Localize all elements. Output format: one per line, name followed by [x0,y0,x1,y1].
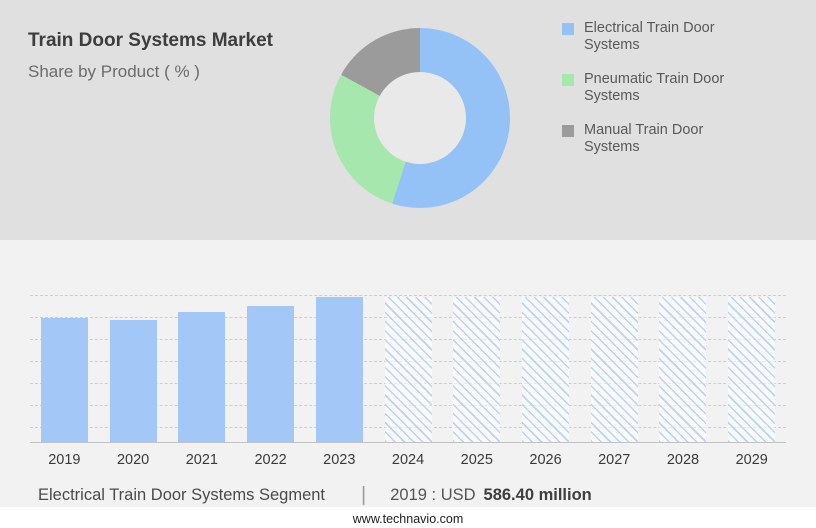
bar-column [580,295,649,442]
header-panel: Train Door Systems Market Share by Produ… [0,0,816,240]
x-axis-label: 2028 [666,452,700,468]
x-axis-label: 2025 [460,452,493,468]
forecast-bar [659,297,707,442]
forecast-bar [384,297,432,442]
bar-column [236,295,305,442]
legend-swatch [562,23,574,35]
history-bar [247,306,295,442]
donut-chart [330,28,510,208]
history-bar [315,297,363,442]
forecast-bar [522,297,569,442]
legend: Electrical Train Door Systems Pneumatic T… [562,0,759,240]
history-bar [178,312,226,442]
x-axis: 2019 2020 2021 2022 2023 2024 2025 2026 2027 2028… [30,443,786,468]
footnote: Electrical Train Door Systems Segment | … [38,484,816,507]
bar-column [305,295,374,442]
x-axis-label: 2023 [323,452,356,468]
x-axis-label: 2019 [48,452,81,468]
title-block: Train Door Systems Market Share by Produ… [0,0,330,240]
x-axis-label: 2029 [735,452,768,468]
legend-item: Manual Train Door Systems [562,122,759,157]
bar-column [717,295,786,442]
x-axis-label: 2020 [116,452,150,468]
legend-item: Electrical Train Door Systems [562,20,759,55]
history-bar [109,320,157,442]
x-axis-label: 2027 [598,452,631,468]
page-title: Train Door Systems Market [28,30,273,51]
bar-column [374,295,443,442]
x-axis-label: 2021 [185,452,218,468]
website-link[interactable]: www.technavio.com [352,512,464,526]
footer: www.technavio.com [0,507,816,528]
legend-label: Pneumatic Train Door Systems [584,70,725,105]
year-label: 2019 : USD [390,486,476,504]
bar-chart-panel: 2019 2020 2021 2022 2023 2024 2025 2026 2027 2028… [0,240,816,507]
segment-label: Electrical Train Door Systems Segment [38,486,326,504]
value-label: 586.40 million [483,486,592,504]
legend-label: Electrical Train Door Systems [584,20,715,54]
legend-label: Manual Train Door Systems [584,121,704,155]
page-subtitle: Share by Product ( % ) [28,62,200,81]
history-bar [40,318,88,442]
legend-swatch [562,73,574,86]
bar-column [649,295,718,442]
bar-column [442,295,511,442]
bar-chart: 2019 2020 2021 2022 2023 2024 2025 2026 2027 2028… [30,295,786,468]
x-axis-label: 2026 [529,452,562,468]
forecast-bar [590,297,638,442]
separator: | [361,484,367,506]
legend-item: Pneumatic Train Door Systems [562,71,759,106]
forecast-bar [453,297,501,442]
bar-column [30,295,99,442]
donut-hole [374,72,466,164]
forecast-bar [728,297,776,442]
x-axis-label: 2022 [254,452,287,468]
x-axis-label: 2024 [391,452,425,468]
bar-column [511,295,580,442]
legend-swatch [562,124,574,137]
bar-column [167,295,236,442]
bars [30,295,786,442]
gridline [30,295,786,296]
plot-area [30,295,786,443]
bar-column [99,295,168,442]
